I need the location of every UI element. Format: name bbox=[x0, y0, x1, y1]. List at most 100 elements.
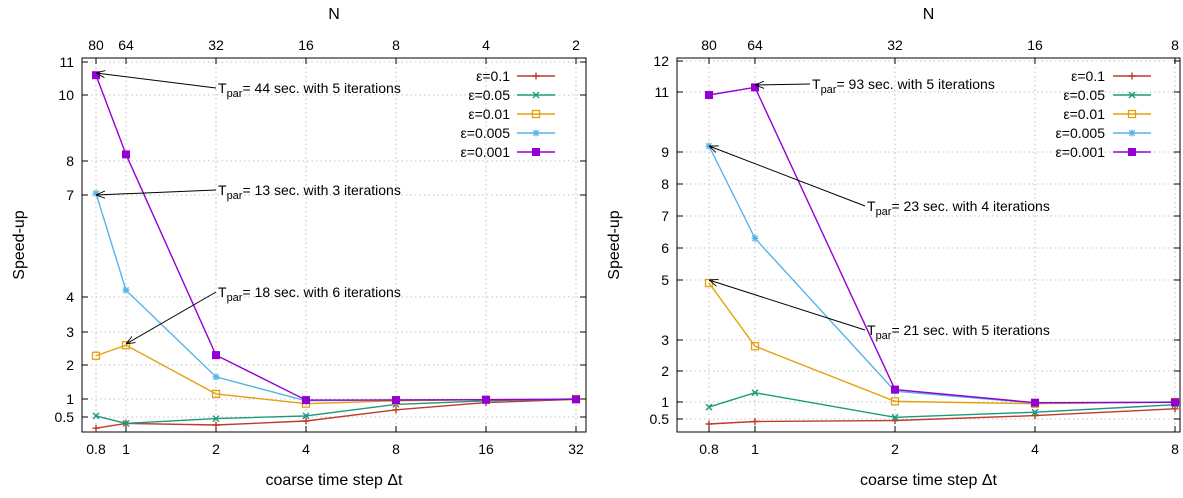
series-line bbox=[95, 74, 577, 401]
annotation-arrow bbox=[126, 291, 217, 344]
series-1 bbox=[92, 395, 580, 432]
y-tick-label: 3 bbox=[661, 332, 669, 348]
y-tick-label: 1 bbox=[661, 394, 669, 410]
annotation-text: = 18 sec. with 6 iterations bbox=[242, 284, 400, 300]
y-tick-label: 0.5 bbox=[55, 409, 75, 425]
data-point bbox=[890, 397, 900, 406]
legend-marker bbox=[1127, 109, 1137, 119]
annotation-symbol: T bbox=[867, 198, 876, 214]
annotation-symbol: T bbox=[218, 80, 227, 96]
annotation-label: Tpar= 21 sec. with 5 iterations bbox=[867, 322, 1050, 342]
annotation-label: Tpar= 93 sec. with 5 iterations bbox=[812, 76, 995, 96]
annotation-arrow bbox=[709, 146, 866, 207]
data-point bbox=[91, 351, 101, 360]
data-point bbox=[302, 396, 310, 405]
x-tick-label: 4 bbox=[1031, 441, 1039, 457]
data-point bbox=[1031, 408, 1039, 416]
data-point bbox=[392, 406, 400, 414]
legend-label: ε=0.01 bbox=[468, 106, 510, 122]
plot-frame bbox=[81, 57, 587, 433]
data-point bbox=[705, 403, 713, 411]
data-point bbox=[751, 418, 759, 425]
annotation-symbol: T bbox=[218, 182, 227, 198]
series-3 bbox=[704, 278, 1180, 408]
plot-frame bbox=[676, 57, 1181, 433]
x2-tick-label: 32 bbox=[208, 37, 224, 53]
annotation-subscript: par bbox=[876, 206, 892, 218]
data-point bbox=[392, 396, 400, 405]
y-tick-label: 11 bbox=[59, 54, 74, 70]
data-point bbox=[212, 373, 220, 381]
x2-tick-label: 8 bbox=[392, 37, 400, 53]
x-tick-label: 8 bbox=[392, 441, 400, 457]
legend-marker bbox=[1128, 148, 1136, 156]
annotation-subscript: par bbox=[227, 292, 243, 304]
series-4 bbox=[705, 142, 1179, 407]
x2-tick-label: 8 bbox=[1171, 37, 1179, 53]
x2-tick-label: 80 bbox=[701, 37, 717, 53]
x2-tick-label: 16 bbox=[298, 37, 314, 53]
x2-tick-label: 64 bbox=[747, 37, 763, 53]
data-point bbox=[302, 417, 310, 425]
y-tick-label: 4 bbox=[66, 289, 74, 305]
annotation-symbol: T bbox=[812, 76, 821, 92]
x-tick-label: 4 bbox=[302, 441, 310, 457]
annotation-subscript: par bbox=[821, 84, 837, 96]
data-point bbox=[891, 385, 899, 394]
x-axis-label: coarse time step Δt bbox=[860, 472, 998, 489]
x2-tick-label: 4 bbox=[482, 37, 490, 53]
data-point bbox=[750, 342, 760, 351]
y-tick-label: 1 bbox=[66, 391, 74, 407]
y-tick-label: 6 bbox=[661, 240, 669, 256]
x-tick-label: 2 bbox=[891, 441, 899, 457]
x-tick-label: 0.8 bbox=[699, 441, 719, 457]
data-point bbox=[705, 91, 713, 99]
chart-panel-1: 0.8 1 2 4 8 16 32 80 64 32 16 8 4 2 0.5 1 2 3 4 7 8 10 11 coars… bbox=[11, 6, 587, 489]
y-tick-label: 7 bbox=[66, 187, 74, 203]
legend-label: ε=0.05 bbox=[1063, 87, 1105, 103]
series-line bbox=[708, 145, 1176, 404]
y-tick-label: 8 bbox=[66, 153, 74, 169]
y-tick-label: 2 bbox=[66, 357, 74, 373]
data-point bbox=[92, 424, 100, 432]
y-tick-label: 5 bbox=[661, 272, 669, 288]
data-point bbox=[751, 234, 759, 242]
data-point bbox=[1031, 412, 1039, 420]
series-line bbox=[708, 391, 1176, 419]
data-point bbox=[705, 420, 713, 428]
annotation-label: Tpar= 23 sec. with 4 iterations bbox=[867, 198, 1050, 218]
data-point bbox=[1031, 398, 1039, 407]
annotation-text: = 21 sec. with 5 iterations bbox=[891, 322, 1049, 338]
y-tick-label: 3 bbox=[66, 324, 74, 340]
annotation-arrow bbox=[96, 73, 217, 89]
series-line bbox=[708, 408, 1176, 425]
x-tick-label: 1 bbox=[751, 441, 759, 457]
annotation-text: = 13 sec. with 3 iterations bbox=[242, 182, 400, 198]
legend-label: ε=0.001 bbox=[461, 144, 511, 160]
y-axis-label: Speed-up bbox=[606, 210, 623, 279]
annotation-symbol: T bbox=[218, 284, 227, 300]
annotation-arrow bbox=[709, 280, 866, 331]
y-tick-label: 7 bbox=[661, 208, 669, 224]
legend-marker bbox=[532, 148, 540, 156]
series-1 bbox=[705, 405, 1179, 428]
legend-label: ε=0.005 bbox=[1056, 125, 1106, 141]
annotation-label: Tpar= 44 sec. with 5 iterations bbox=[218, 80, 401, 100]
data-point bbox=[482, 395, 490, 404]
annotation-symbol: T bbox=[867, 322, 876, 338]
x-tick-label: 0.8 bbox=[86, 441, 106, 457]
series-5 bbox=[705, 83, 1179, 407]
y-tick-label: 2 bbox=[661, 363, 669, 379]
data-point bbox=[211, 389, 221, 399]
annotation-label: Tpar= 18 sec. with 6 iterations bbox=[218, 284, 401, 304]
x2-tick-label: 32 bbox=[887, 37, 903, 53]
legend-marker bbox=[532, 129, 540, 137]
legend-marker bbox=[531, 109, 541, 119]
annotation-text: = 23 sec. with 4 iterations bbox=[891, 198, 1049, 214]
y-axis-label: Speed-up bbox=[11, 210, 28, 279]
data-point bbox=[92, 71, 100, 80]
annotation-text: = 44 sec. with 5 iterations bbox=[242, 80, 400, 96]
